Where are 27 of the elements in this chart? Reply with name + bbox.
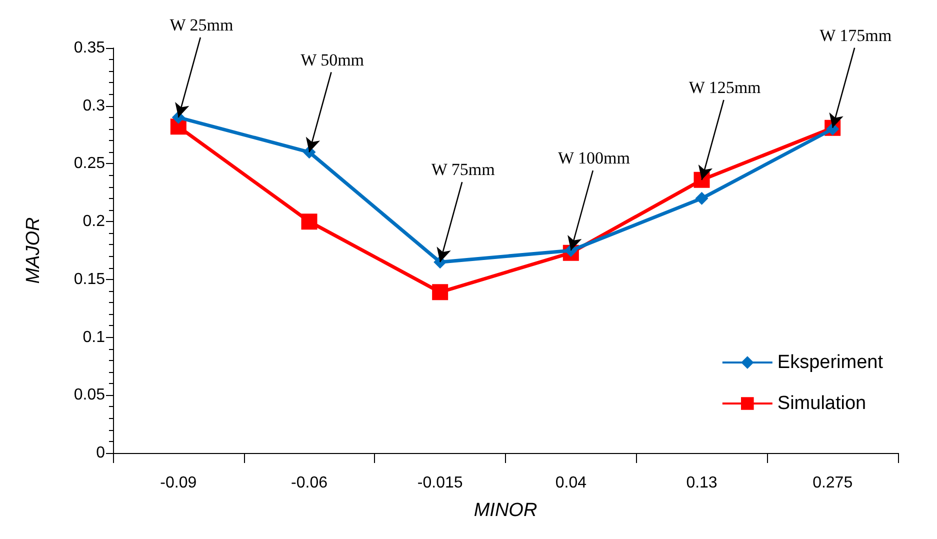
y-tick-label: 0.15: [74, 270, 106, 288]
x-tick-label: 0.275: [812, 474, 853, 492]
legend-label: Simulation: [777, 393, 866, 414]
annotation: W 175mm: [820, 26, 892, 45]
point: [695, 192, 708, 205]
y-tick-label: 0.05: [74, 386, 106, 404]
y-tick-label: 0.2: [82, 213, 106, 230]
x-tick-label: -0.015: [417, 474, 463, 492]
y-tick-label: 0.1: [82, 328, 106, 346]
x-tick-label: -0.09: [160, 474, 197, 492]
annotation: W 125mm: [688, 78, 761, 98]
y-tick-label: 0: [96, 444, 106, 462]
annotation: W 75mm: [431, 160, 495, 180]
y-axis-title: MAJOR: [23, 216, 44, 284]
annotation: W 25mm: [170, 16, 234, 35]
y-tick-label: 0.35: [74, 40, 106, 56]
annotation: W 50mm: [300, 50, 364, 70]
x-tick-label: 0.04: [555, 474, 587, 492]
y-tick-label: 0.25: [74, 155, 106, 172]
x-tick-label: -0.06: [291, 474, 328, 492]
y-tick-label: 0.3: [82, 97, 106, 114]
point: [301, 214, 318, 230]
annotation: W 100mm: [558, 148, 630, 168]
x-tick-label: 0.13: [686, 474, 718, 492]
x-axis-title: MINOR: [474, 500, 538, 521]
legend-label: Eksperiment: [777, 352, 884, 373]
point: [432, 284, 448, 300]
